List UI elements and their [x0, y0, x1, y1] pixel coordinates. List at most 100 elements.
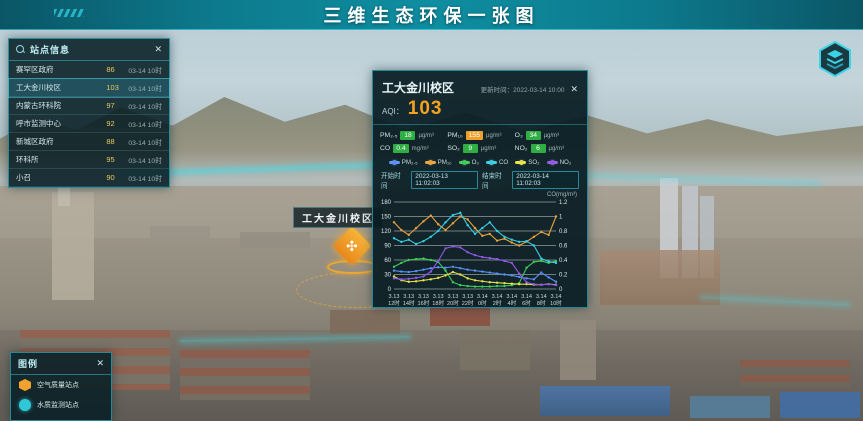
end-time-input[interactable]: 2022-03-14 11:02:03 [512, 171, 579, 189]
station-row[interactable]: 小召 90 03-14 10时 [9, 169, 169, 187]
building-block [150, 226, 210, 244]
stripe-decoration [54, 8, 85, 17]
pollutant-cell: SO₂ 9 µg/m³ [447, 144, 512, 153]
pollutant-name: CO [380, 145, 391, 152]
station-aqi: 86 [106, 65, 115, 74]
pollutant-cell: NO₂ 6 µg/m³ [515, 144, 580, 153]
pollutant-value-badge: 0.4 [393, 144, 409, 153]
station-name: 工大金川校区 [16, 83, 61, 92]
page-title: 三维生态环保一张图 [323, 5, 540, 26]
building-block [330, 310, 400, 334]
building-block [58, 186, 70, 206]
pollutant-trend-chart[interactable]: 0 0 30 0.2 60 0.4 90 0.6 120 0.8 150 1 180 1.2 3.13 12时… [373, 198, 583, 310]
pollutant-name: PM₂.₅ [380, 132, 398, 139]
legend-label: CO [498, 159, 509, 166]
svg-text:30: 30 [384, 273, 391, 279]
building-block [690, 396, 770, 418]
svg-text:0.6: 0.6 [559, 244, 568, 250]
building-block [780, 392, 860, 418]
close-icon[interactable]: ✕ [96, 358, 104, 368]
chart-legend-item[interactable]: O₃ [458, 159, 479, 166]
station-time: 03-14 10时 [128, 85, 162, 93]
building-block [460, 330, 530, 370]
station-aqi: 97 [106, 101, 115, 110]
pollutant-unit: mg/m³ [411, 145, 429, 152]
map-station-label[interactable]: 工大金川校区 [293, 207, 383, 228]
building-block [240, 232, 310, 248]
legend-marker [388, 159, 400, 165]
pollutant-value-badge: 6 [530, 144, 546, 153]
chart-legend-item[interactable]: PM₂.₅ [388, 159, 418, 166]
svg-text:1.2: 1.2 [559, 200, 568, 206]
pollutant-unit: µg/m³ [418, 132, 434, 139]
pollutant-cell: PM₂.₅ 18 µg/m³ [380, 131, 445, 140]
pollutant-unit: µg/m³ [485, 132, 502, 139]
svg-text:0.8: 0.8 [559, 229, 568, 235]
chart-legend-item[interactable]: SO₂ [515, 159, 540, 166]
start-time-input[interactable]: 2022-03-13 11:02:03 [411, 171, 478, 189]
svg-text:0: 0 [559, 287, 563, 293]
legend-item: 水质监测站点 [11, 395, 111, 415]
aqi-label: AQI： [382, 107, 404, 116]
legend-item-label: 水质监测站点 [37, 402, 79, 409]
chart-legend-item[interactable]: CO [485, 159, 509, 166]
svg-text:0.2: 0.2 [559, 273, 568, 279]
station-row[interactable]: 内蒙古环科院 97 03-14 10时 [9, 97, 169, 115]
legend-marker [458, 159, 470, 165]
station-time: 03-14 10时 [128, 121, 162, 129]
pollutant-unit: µg/m³ [480, 145, 497, 152]
station-time: 03-14 10时 [128, 67, 162, 75]
svg-text:180: 180 [381, 200, 392, 206]
close-icon[interactable]: ✕ [570, 84, 578, 94]
pollutant-unit: µg/m³ [543, 132, 560, 139]
station-row[interactable]: 呼市监测中心 92 03-14 10时 [9, 115, 169, 133]
legend-marker [515, 159, 527, 165]
legend-item-list: 空气质量站点 水质监测站点 [11, 375, 111, 415]
building-block [740, 360, 850, 388]
svg-text:0.4: 0.4 [559, 258, 568, 264]
station-row[interactable]: 新城区政府 88 03-14 10时 [9, 133, 169, 151]
station-row[interactable]: 工大金川校区 103 03-14 10时 [8, 78, 170, 98]
station-list: 赛罕区政府 86 03-14 10时 工大金川校区 103 03-14 10时 内蒙… [8, 61, 170, 187]
station-row[interactable]: 环科所 95 03-14 10时 [9, 151, 169, 169]
legend-label: SO₂ [528, 159, 540, 166]
building-block [52, 192, 94, 300]
svg-text:90: 90 [384, 244, 391, 250]
start-time-label: 开始时间 [381, 173, 401, 190]
station-panel-header: 站点信息 ✕ [9, 39, 169, 61]
pollutant-value-badge: 155 [465, 131, 483, 140]
station-aqi: 88 [106, 137, 115, 146]
svg-text:120: 120 [381, 229, 392, 235]
layers-hexagon-icon[interactable] [816, 40, 854, 78]
chart-legend-item[interactable]: NO₂ [546, 159, 571, 166]
chart-legend-item[interactable]: PM₁₀ [424, 159, 452, 166]
close-icon[interactable]: ✕ [154, 44, 162, 54]
station-panel-title: 站点信息 [30, 45, 71, 55]
building-block [600, 250, 720, 305]
station-list-panel: 站点信息 ✕ 赛罕区政府 86 03-14 10时 工大金川校区 103 03-1… [8, 38, 170, 188]
station-row[interactable]: 赛罕区政府 86 03-14 10时 [9, 61, 169, 79]
pollutant-name: SO₂ [447, 145, 460, 152]
pollutant-cell: PM₁₀ 155 µg/m³ [447, 131, 512, 140]
chart-legend: PM₂.₅ PM₁₀ O₃ CO SO₂ NO₂ [373, 155, 587, 167]
station-name: 内蒙古环科院 [16, 101, 61, 110]
pollutant-cell: O₃ 34 µg/m³ [515, 131, 580, 140]
legend-label: PM₂.₅ [401, 159, 418, 166]
legend-label: O₃ [471, 159, 479, 166]
station-time: 03-14 10时 [128, 157, 162, 165]
end-time-label: 结束时间 [482, 173, 502, 190]
legend-item-label: 空气质量站点 [37, 382, 79, 389]
station-name: 新城区政府 [16, 137, 54, 146]
station-name: 赛罕区政府 [16, 65, 54, 74]
